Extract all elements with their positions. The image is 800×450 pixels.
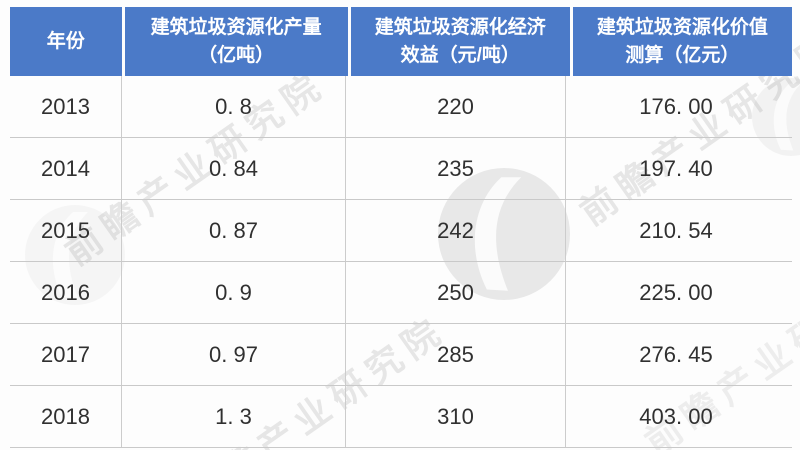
table-row: 2016 0. 9 250 225. 00 [10, 262, 792, 324]
cell-benefit: 242 [346, 200, 566, 261]
cell-benefit: 310 [346, 386, 566, 447]
cell-output: 1. 3 [122, 386, 346, 447]
cell-year: 2018 [10, 386, 122, 447]
cell-value: 225. 00 [639, 279, 713, 305]
cell-value: 403. 00 [639, 403, 713, 429]
table-row: 2015 0. 87 242 210. 54 [10, 200, 792, 262]
cell-benefit: 220 [346, 76, 566, 137]
cell-benefit: 235 [346, 138, 566, 199]
cell-output: 0. 87 [122, 200, 346, 261]
header-cell-economic-benefit: 建筑垃圾资源化经济 效益（元/吨） [350, 7, 570, 76]
header-cell-value-estimate: 建筑垃圾资源化价值 测算（亿元） [572, 7, 793, 76]
cell-output: 0. 97 [122, 324, 346, 385]
header-cell-output: 建筑垃圾资源化产量 （亿吨） [124, 7, 348, 76]
cell-year: 2017 [10, 324, 122, 385]
cell-output: 0. 8 [122, 76, 346, 137]
cell-year: 2015 [10, 200, 122, 261]
table-row: 2018 1. 3 310 403. 00 [10, 386, 792, 448]
cell-value: 276. 45 [639, 341, 713, 367]
table-row: 2014 0. 84 235 197. 40 [10, 138, 792, 200]
cell-year: 2016 [10, 262, 122, 323]
cell-output: 0. 9 [122, 262, 346, 323]
cell-benefit: 285 [346, 324, 566, 385]
cell-benefit: 250 [346, 262, 566, 323]
cell-year: 2014 [10, 138, 122, 199]
cell-value: 176. 00 [639, 93, 713, 119]
data-table: 年份 建筑垃圾资源化产量 （亿吨） 建筑垃圾资源化经济 效益（元/吨） 建筑垃圾… [10, 7, 793, 448]
table-row: 2017 0. 97 285 276. 45 [10, 324, 792, 386]
cell-output: 0. 84 [122, 138, 346, 199]
cell-value: 210. 54 [639, 217, 713, 243]
table-row: 2013 0. 8 220 176. 00 [10, 76, 792, 138]
cell-year: 2013 [10, 76, 122, 137]
cell-value: 197. 40 [639, 155, 713, 181]
header-cell-year: 年份 [10, 7, 122, 76]
table-header-row: 年份 建筑垃圾资源化产量 （亿吨） 建筑垃圾资源化经济 效益（元/吨） 建筑垃圾… [10, 7, 793, 76]
